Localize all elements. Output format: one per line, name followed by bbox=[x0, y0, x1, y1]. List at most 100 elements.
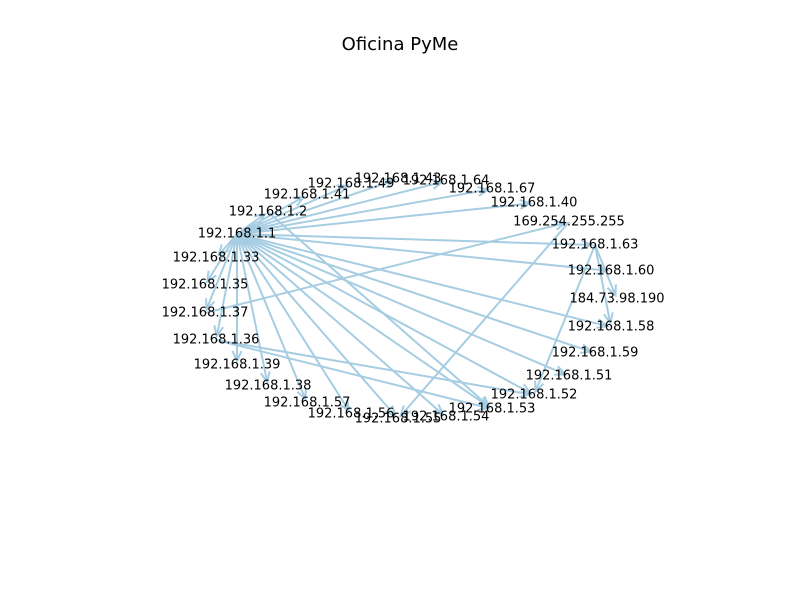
node-label-192-168-1-56: 192.168.1.56 bbox=[308, 407, 395, 422]
edge-line bbox=[236, 233, 397, 417]
edge-line bbox=[215, 233, 238, 337]
edge-line bbox=[594, 244, 612, 324]
edge-192-168-1-1-to-192-168-1-43 bbox=[236, 178, 397, 235]
edge-192-168-1-1-to-192-168-1-67 bbox=[236, 186, 491, 235]
edge-169-254-255-255-to-192-168-1-55 bbox=[399, 221, 570, 418]
edge-192-168-1-1-to-192-168-1-49 bbox=[236, 184, 350, 235]
node-label-192-168-1-33: 192.168.1.33 bbox=[173, 251, 260, 266]
node-label-192-168-1-40: 192.168.1.40 bbox=[491, 196, 578, 211]
edge-line bbox=[205, 233, 238, 310]
edge-192-168-1-1-to-192-168-1-33 bbox=[217, 233, 238, 257]
edge-arrowhead bbox=[603, 312, 614, 326]
edge-arrowhead bbox=[336, 184, 350, 195]
edge-arrowhead bbox=[431, 179, 445, 190]
edge-arrowhead bbox=[519, 199, 533, 210]
edge-arrowhead bbox=[217, 244, 230, 257]
edge-arrowhead bbox=[205, 298, 216, 312]
edge-arrowhead bbox=[384, 405, 397, 418]
edge-line bbox=[594, 244, 617, 296]
node-label-192-168-1-67: 192.168.1.67 bbox=[449, 182, 536, 197]
edge-192-168-1-1-to-192-168-1-36 bbox=[213, 233, 238, 339]
edge-192-168-1-2-to-192-168-1-53 bbox=[267, 211, 491, 408]
edge-line bbox=[236, 184, 348, 235]
edge-line bbox=[236, 179, 395, 235]
edge-arrowhead bbox=[339, 399, 351, 413]
node-label-192-168-1-36: 192.168.1.36 bbox=[173, 333, 260, 348]
node-label-192-168-1-39: 192.168.1.39 bbox=[194, 358, 281, 373]
edge-arrowhead bbox=[554, 365, 568, 376]
edge-192-168-1-1-to-192-168-1-56 bbox=[236, 233, 351, 413]
edge-line bbox=[204, 221, 566, 314]
node-label-192-168-1-43: 192.168.1.43 bbox=[355, 172, 442, 187]
node-label-192-168-1-51: 192.168.1.51 bbox=[526, 369, 613, 384]
edge-192-168-1-1-to-192-168-1-57 bbox=[236, 233, 307, 402]
edge-line bbox=[215, 339, 531, 396]
edge-arrowhead bbox=[432, 403, 445, 416]
edge-line bbox=[236, 233, 269, 383]
edge-arrowhead bbox=[596, 318, 610, 329]
edge-192-168-1-1-to-192-168-1-55 bbox=[236, 233, 397, 418]
label-layer: 192.168.1.1192.168.1.2192.168.1.41192.16… bbox=[162, 172, 665, 427]
node-label-192-168-1-35: 192.168.1.35 bbox=[162, 278, 249, 293]
node-label-184-73-98-190: 184.73.98.190 bbox=[569, 292, 664, 307]
edge-line bbox=[534, 244, 596, 392]
edge-line bbox=[215, 339, 489, 409]
edge-layer bbox=[204, 178, 617, 418]
edge-192-168-1-1-to-192-168-1-38 bbox=[236, 233, 271, 385]
node-label-192-168-1-38: 192.168.1.38 bbox=[225, 379, 312, 394]
edge-192-168-1-36-to-192-168-1-52 bbox=[215, 339, 533, 399]
edge-arrowhead bbox=[231, 350, 243, 364]
edge-arrowhead bbox=[580, 343, 594, 354]
edge-192-168-1-1-to-192-168-1-54 bbox=[236, 233, 445, 416]
node-label-192-168-1-49: 192.168.1.49 bbox=[308, 177, 395, 192]
edge-arrowhead bbox=[580, 239, 594, 250]
edge-line bbox=[236, 233, 350, 412]
edge-arrowhead bbox=[292, 195, 306, 207]
edge-192-168-1-1-to-192-168-1-41 bbox=[236, 195, 306, 235]
edge-arrowhead bbox=[205, 270, 217, 284]
edge-arrowhead bbox=[383, 178, 397, 189]
node-label-169-254-255-255: 169.254.255.255 bbox=[513, 215, 625, 230]
edge-192-168-1-63-to-184-73-98-190 bbox=[594, 244, 617, 298]
edge-arrowhead bbox=[259, 371, 271, 385]
edge-line bbox=[236, 233, 592, 353]
edge-line bbox=[236, 196, 304, 235]
node-label-192-168-1-1: 192.168.1.1 bbox=[198, 227, 277, 242]
node-label-192-168-1-37: 192.168.1.37 bbox=[162, 306, 249, 321]
edge-192-168-1-1-to-192-168-1-51 bbox=[236, 233, 568, 376]
edge-arrowhead bbox=[296, 388, 307, 402]
edge-line bbox=[236, 233, 490, 408]
edge-arrowhead bbox=[606, 284, 617, 298]
edge-line bbox=[236, 233, 608, 328]
edge-arrowhead bbox=[477, 186, 491, 197]
edge-line bbox=[217, 233, 238, 256]
edge-192-168-1-37-to-169-254-255-255 bbox=[204, 220, 568, 314]
edge-arrowhead bbox=[399, 405, 411, 418]
edge-192-168-1-63-to-192-168-1-52 bbox=[534, 244, 596, 394]
node-label-192-168-1-55: 192.168.1.55 bbox=[355, 412, 442, 427]
node-label-192-168-1-54: 192.168.1.54 bbox=[403, 410, 490, 425]
edge-arrowhead bbox=[213, 325, 224, 339]
node-label-192-168-1-41: 192.168.1.41 bbox=[264, 188, 351, 203]
edge-arrowhead bbox=[519, 387, 533, 399]
node-label-192-168-1-60: 192.168.1.60 bbox=[568, 264, 655, 279]
node-label-192-168-1-53: 192.168.1.53 bbox=[449, 402, 536, 417]
node-label-192-168-1-57: 192.168.1.57 bbox=[264, 396, 351, 411]
edge-192-168-1-1-to-192-168-1-59 bbox=[236, 233, 594, 354]
edge-192-168-1-1-to-192-168-1-58 bbox=[236, 233, 610, 329]
edge-line bbox=[236, 181, 443, 235]
edge-line bbox=[236, 233, 566, 376]
edge-192-168-1-1-to-192-168-1-64 bbox=[236, 179, 445, 235]
node-label-192-168-1-52: 192.168.1.52 bbox=[491, 388, 578, 403]
edge-line bbox=[267, 211, 490, 408]
edge-arrowhead bbox=[534, 380, 545, 394]
edge-192-168-1-1-to-192-168-1-37 bbox=[205, 233, 238, 312]
edge-arrowhead bbox=[554, 220, 568, 231]
edge-192-168-1-1-to-192-168-1-39 bbox=[231, 234, 243, 364]
node-label-192-168-1-58: 192.168.1.58 bbox=[568, 320, 655, 335]
edge-arrowhead bbox=[478, 395, 491, 408]
edge-line bbox=[236, 188, 489, 235]
graph-title: Oficina PyMe bbox=[341, 34, 459, 55]
edge-line bbox=[399, 221, 570, 417]
